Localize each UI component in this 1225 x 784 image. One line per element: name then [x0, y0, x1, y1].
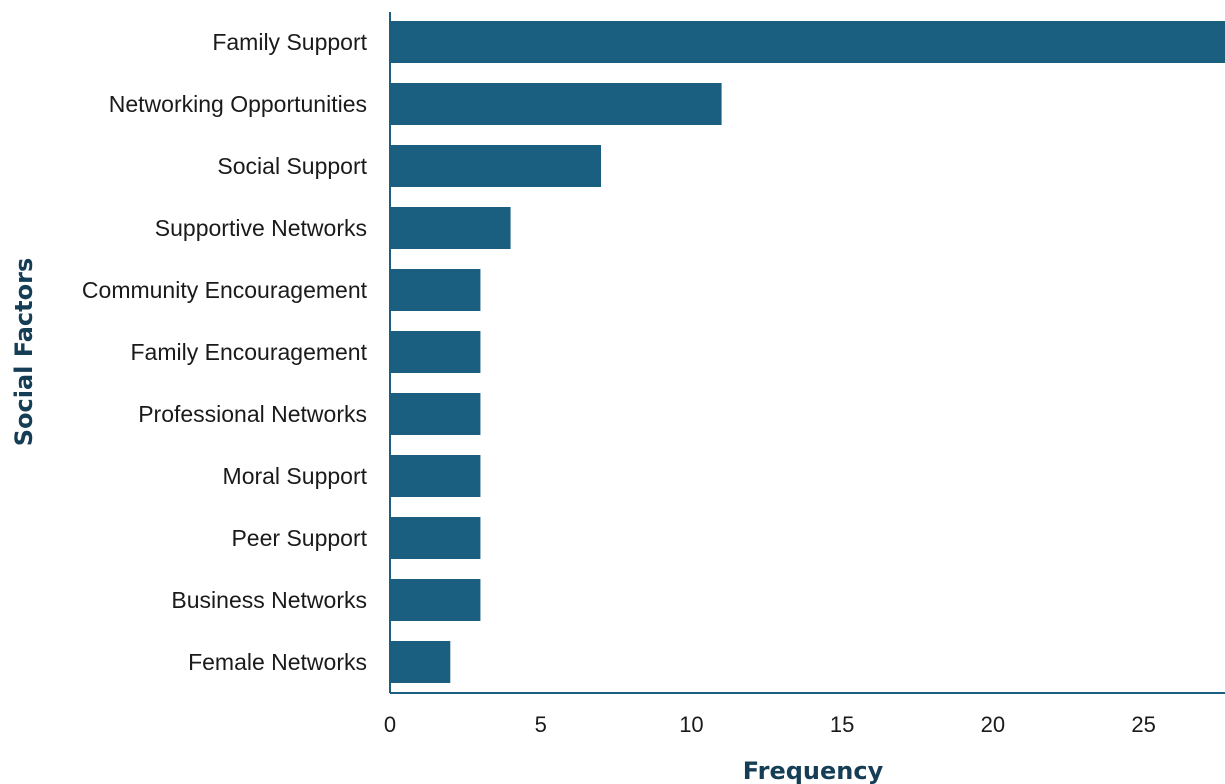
category-label: Networking Opportunities: [109, 91, 367, 117]
x-tick-label: 25: [1131, 712, 1155, 737]
bar: [390, 83, 722, 125]
category-label: Community Encouragement: [82, 277, 368, 303]
x-tick-label: 0: [384, 712, 396, 737]
x-axis-title: Frequency: [743, 757, 884, 784]
category-label: Peer Support: [231, 525, 367, 551]
bar: [390, 269, 481, 311]
bar: [390, 455, 481, 497]
bar: [390, 207, 511, 249]
category-label: Professional Networks: [138, 401, 367, 427]
category-label: Family Encouragement: [131, 339, 368, 365]
bar: [390, 21, 1225, 63]
x-tick-label: 10: [679, 712, 703, 737]
bar: [390, 641, 451, 683]
category-label: Social Support: [217, 153, 367, 179]
y-axis-title: Social Factors: [10, 258, 38, 447]
category-label: Moral Support: [223, 463, 368, 489]
category-label: Supportive Networks: [155, 215, 367, 241]
category-label: Business Networks: [171, 587, 367, 613]
bar: [390, 393, 481, 435]
x-tick-labels: 0 5 10 15 20 25: [384, 712, 1156, 737]
category-labels: Family Support Networking Opportunities So…: [82, 29, 368, 675]
x-tick-label: 15: [830, 712, 854, 737]
x-tick-label: 20: [981, 712, 1005, 737]
x-tick-label: 5: [535, 712, 547, 737]
bar: [390, 331, 481, 373]
bar: [390, 145, 602, 187]
category-label: Female Networks: [188, 649, 367, 675]
category-label: Family Support: [212, 29, 367, 55]
bar: [390, 579, 481, 621]
bar-group: [390, 21, 1225, 683]
bar: [390, 517, 481, 559]
